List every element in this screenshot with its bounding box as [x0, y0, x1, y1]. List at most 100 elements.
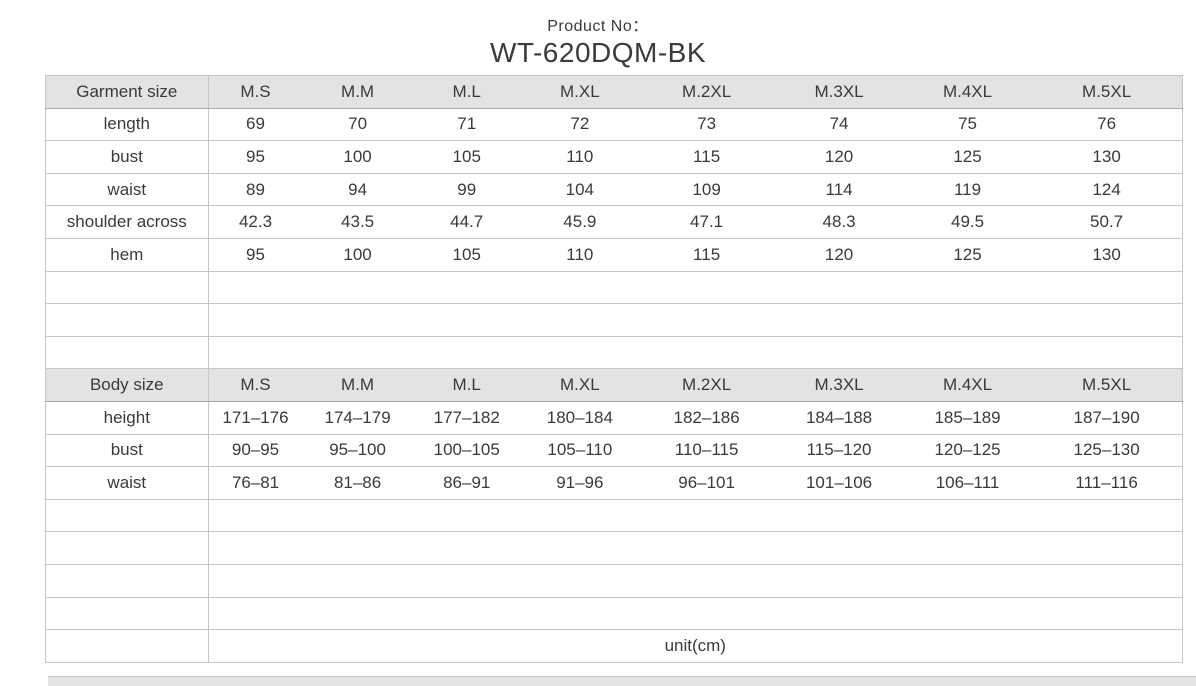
empty-label-cell: [45, 596, 209, 630]
size-column-m-4xl: M.4XL: [903, 368, 1032, 402]
garment-row-length: length 69 70 71 72 73 74 75 76: [45, 107, 1183, 141]
garment-value-cell: 95: [208, 140, 303, 174]
empty-label-cell: [45, 335, 209, 369]
garment-row-label: length: [45, 107, 209, 141]
garment-value-cell: 72: [520, 107, 639, 141]
empty-value-cell: [208, 270, 1183, 304]
body-header-label: Body size: [45, 368, 209, 402]
garment-value-cell: 115: [638, 237, 775, 272]
empty-label-cell: [45, 498, 209, 532]
body-row-height: height 171–176 174–179 177–182 180–184 182–18…: [45, 400, 1183, 435]
body-value-cell: 177–182: [412, 400, 521, 435]
size-column-m-3xl: M.3XL: [774, 75, 904, 109]
garment-value-cell: 104: [520, 172, 639, 206]
garment-value-cell: 110: [520, 237, 639, 272]
empty-label-cell: [45, 531, 209, 565]
garment-row-bust: bust 95 100 105 110 115 120 125 130: [45, 140, 1183, 174]
body-row-waist: waist 76–81 81–86 86–91 91–96 96–101 101–106 10…: [45, 466, 1183, 500]
body-value-cell: 96–101: [638, 466, 775, 500]
body-value-cell: 101–106: [774, 466, 904, 500]
next-table-header-partial: [48, 676, 1196, 686]
body-value-cell: 125–130: [1031, 433, 1183, 467]
empty-row: [45, 563, 1183, 597]
size-chart-table: Garment size M.S M.M M.L M.XL M.2XL M.3XL M.4XL…: [45, 75, 1183, 663]
empty-row: [45, 335, 1183, 369]
garment-value-cell: 120: [774, 237, 904, 272]
garment-row-label: hem: [45, 237, 209, 272]
size-column-m-s: M.S: [208, 75, 303, 109]
garment-value-cell: 105: [412, 140, 521, 174]
body-value-cell: 187–190: [1031, 400, 1183, 435]
size-column-m-2xl: M.2XL: [638, 368, 775, 402]
garment-value-cell: 99: [412, 172, 521, 206]
body-row-label: waist: [45, 466, 209, 500]
unit-row: unit(cm): [45, 629, 1183, 663]
garment-value-cell: 100: [302, 237, 413, 272]
garment-value-cell: 125: [903, 237, 1032, 272]
garment-row-hem: hem 95 100 105 110 115 120 125 130: [45, 237, 1183, 272]
body-value-cell: 184–188: [774, 400, 904, 435]
garment-value-cell: 69: [208, 107, 303, 141]
body-value-cell: 182–186: [638, 400, 775, 435]
garment-value-cell: 70: [302, 107, 413, 141]
body-value-cell: 81–86: [302, 466, 413, 500]
size-column-m-3xl: M.3XL: [774, 368, 904, 402]
size-column-m-2xl: M.2XL: [638, 75, 775, 109]
body-value-cell: 100–105: [412, 433, 521, 467]
garment-value-cell: 100: [302, 140, 413, 174]
body-value-cell: 174–179: [302, 400, 413, 435]
garment-value-cell: 89: [208, 172, 303, 206]
body-value-cell: 91–96: [520, 466, 639, 500]
body-row-label: bust: [45, 433, 209, 467]
size-column-m-xl: M.XL: [520, 368, 639, 402]
garment-value-cell: 43.5: [302, 205, 413, 239]
garment-value-cell: 47.1: [638, 205, 775, 239]
body-value-cell: 185–189: [903, 400, 1032, 435]
empty-row: [45, 596, 1183, 630]
empty-row: [45, 498, 1183, 532]
garment-value-cell: 130: [1031, 237, 1183, 272]
empty-label-cell: [45, 303, 209, 337]
size-column-m-m: M.M: [302, 368, 413, 402]
unit-label: unit(cm): [208, 629, 1183, 663]
garment-value-cell: 110: [520, 140, 639, 174]
body-row-label: height: [45, 400, 209, 435]
garment-value-cell: 109: [638, 172, 775, 206]
body-row-bust: bust 90–95 95–100 100–105 105–110 110–115 115–…: [45, 433, 1183, 467]
garment-header-row: Garment size M.S M.M M.L M.XL M.2XL M.3XL M.4XL…: [45, 75, 1183, 109]
garment-value-cell: 94: [302, 172, 413, 206]
size-column-m-5xl: M.5XL: [1031, 75, 1183, 109]
garment-value-cell: 125: [903, 140, 1032, 174]
body-value-cell: 105–110: [520, 433, 639, 467]
garment-value-cell: 115: [638, 140, 775, 174]
empty-row: [45, 270, 1183, 304]
garment-value-cell: 48.3: [774, 205, 904, 239]
garment-row-label: shoulder across: [45, 205, 209, 239]
body-value-cell: 95–100: [302, 433, 413, 467]
body-value-cell: 110–115: [638, 433, 775, 467]
garment-value-cell: 130: [1031, 140, 1183, 174]
body-value-cell: 90–95: [208, 433, 303, 467]
body-value-cell: 171–176: [208, 400, 303, 435]
body-value-cell: 180–184: [520, 400, 639, 435]
garment-value-cell: 71: [412, 107, 521, 141]
size-column-m-s: M.S: [208, 368, 303, 402]
body-header-row: Body size M.S M.M M.L M.XL M.2XL M.3XL M.4XL M.5…: [45, 368, 1183, 402]
product-no-value: WT-620DQM-BK: [489, 37, 707, 68]
garment-value-cell: 45.9: [520, 205, 639, 239]
empty-row: [45, 303, 1183, 337]
empty-value-cell: [208, 303, 1183, 337]
garment-value-cell: 95: [208, 237, 303, 272]
body-value-cell: 106–111: [903, 466, 1032, 500]
size-column-m-xl: M.XL: [520, 75, 639, 109]
garment-value-cell: 120: [774, 140, 904, 174]
garment-value-cell: 76: [1031, 107, 1183, 141]
garment-value-cell: 73: [638, 107, 775, 141]
garment-value-cell: 50.7: [1031, 205, 1183, 239]
size-column-m-l: M.L: [412, 75, 521, 109]
garment-row-shoulder-across: shoulder across 42.3 43.5 44.7 45.9 47.1 48.3 4…: [45, 205, 1183, 239]
body-value-cell: 111–116: [1031, 466, 1183, 500]
empty-value-cell: [208, 335, 1183, 369]
page-header: Product No： WT-620DQM-BK: [0, 12, 1196, 69]
